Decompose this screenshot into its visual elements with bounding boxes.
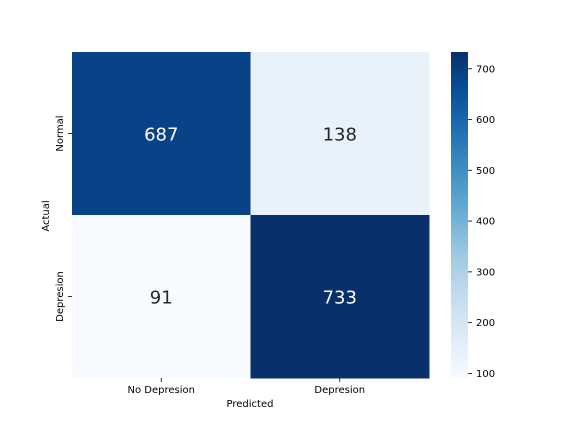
cell-value-label: 138 bbox=[323, 125, 357, 146]
heatmap-cell-labels: 687 138 91 733 bbox=[144, 125, 357, 309]
cell-value-label: 733 bbox=[323, 288, 357, 309]
x-axis-label: Predicted bbox=[227, 399, 274, 410]
colorbar bbox=[451, 52, 468, 378]
x-axis-ticks: No Depresion Depresion bbox=[128, 378, 365, 396]
heatmap-cell bbox=[72, 52, 251, 216]
colorbar-tick-label: 500 bbox=[476, 166, 495, 177]
heatmap-cell bbox=[72, 215, 251, 379]
colorbar-tick-label: 200 bbox=[476, 318, 495, 329]
colorbar-tick-label: 700 bbox=[476, 64, 495, 75]
cell-value-label: 687 bbox=[144, 125, 178, 146]
x-tick-label: No Depresion bbox=[128, 385, 195, 396]
y-tick-label: Normal bbox=[55, 115, 66, 151]
y-axis-label: Actual bbox=[41, 200, 52, 231]
x-tick-label: Depresion bbox=[314, 385, 365, 396]
colorbar-ticks: 100 200 300 400 500 600 700 bbox=[468, 64, 495, 380]
heatmap-cell bbox=[250, 215, 430, 379]
y-tick-label: Depresion bbox=[55, 271, 66, 322]
colorbar-tick-label: 400 bbox=[476, 217, 495, 228]
colorbar-tick-label: 300 bbox=[476, 267, 495, 278]
colorbar-tick-label: 100 bbox=[476, 369, 495, 380]
cell-value-label: 91 bbox=[150, 288, 173, 309]
y-axis-ticks: Normal Depresion bbox=[55, 115, 72, 322]
heatmap-cells bbox=[72, 52, 430, 379]
heatmap-cell bbox=[250, 52, 430, 216]
colorbar-tick-label: 600 bbox=[476, 115, 495, 126]
